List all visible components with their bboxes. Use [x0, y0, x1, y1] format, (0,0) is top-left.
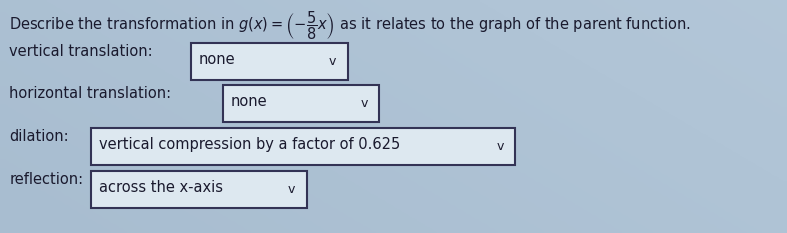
Text: v: v — [497, 140, 504, 153]
Text: Describe the transformation in $g(x) = \left(-\dfrac{5}{8}x\right)$ as it relate: Describe the transformation in $g(x) = \… — [9, 9, 691, 42]
Text: v: v — [288, 183, 295, 196]
Text: vertical translation:: vertical translation: — [9, 44, 153, 59]
Text: vertical compression by a factor of 0.625: vertical compression by a factor of 0.62… — [99, 137, 401, 152]
Text: across the x-axis: across the x-axis — [99, 180, 224, 195]
Text: none: none — [231, 94, 268, 109]
Text: horizontal translation:: horizontal translation: — [9, 86, 172, 101]
Text: v: v — [360, 97, 368, 110]
FancyBboxPatch shape — [91, 128, 515, 165]
FancyBboxPatch shape — [91, 171, 307, 208]
FancyBboxPatch shape — [191, 43, 348, 80]
Text: dilation:: dilation: — [9, 129, 69, 144]
FancyBboxPatch shape — [223, 85, 379, 122]
Text: none: none — [199, 52, 236, 67]
Text: v: v — [329, 55, 336, 68]
Text: reflection:: reflection: — [9, 172, 83, 187]
